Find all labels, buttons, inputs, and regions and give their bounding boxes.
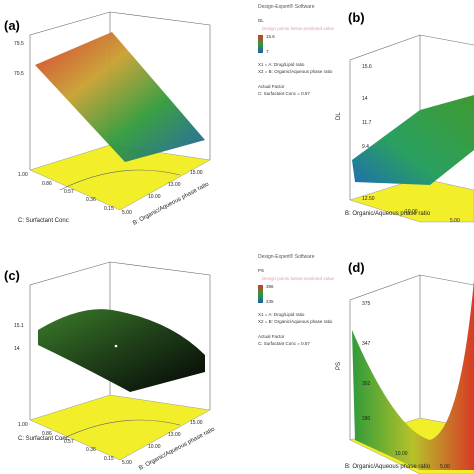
legend-text: 235 (266, 299, 274, 304)
legend-text: X1 = A: Drug/Lipid ratio (258, 312, 305, 317)
y-tick: 10.00 (395, 451, 408, 457)
design-point (114, 344, 118, 348)
z-tick: 14 (362, 96, 368, 102)
panel-label: (c) (4, 268, 20, 283)
y-tick: 10.00 (148, 194, 161, 200)
y-tick: 13.00 (168, 432, 181, 438)
z-axis-label: PS (336, 362, 342, 370)
x-tick: 0.36 (86, 197, 96, 203)
z-tick: 280 (362, 416, 371, 422)
x-tick: 1.00 (18, 422, 28, 428)
contour (59, 169, 181, 191)
surface (35, 32, 205, 162)
y-tick: 10.00 (148, 444, 161, 450)
y-axis-label: B: Organic/Aqueous phase ratio (345, 464, 431, 470)
surface (352, 95, 474, 185)
x-tick: 0.36 (86, 447, 96, 453)
legend-ps: Design-Expert® Software PS Design points… (258, 253, 335, 346)
panel-d: (d) PS 375 347 302 280 10.00 5.00 B: Org… (336, 260, 474, 474)
z-tick: 347 (362, 341, 371, 347)
y-tick: 5.00 (122, 460, 132, 466)
floor (29, 394, 211, 461)
surface (352, 280, 474, 470)
panel-label: (a) (4, 18, 20, 33)
legend-dl: Design-Expert® Software DL Design points… (258, 3, 335, 96)
z-tick: 302 (362, 381, 371, 387)
z-axis-label: DL (336, 112, 342, 120)
legend-text: DL (258, 18, 264, 23)
legend-text: X2 = B: Organic/Aqueous phase ratio (258, 69, 333, 74)
legend-text: 15.6 (266, 34, 275, 39)
legend-text: 7 (266, 49, 269, 54)
panel-a: (a) 79.5 70.5 1.00 0.86 0.57 0.36 0.15 5… (4, 11, 211, 227)
x-tick: 0.86 (42, 431, 52, 437)
legend-text: Design-Expert® Software (258, 3, 315, 10)
box (349, 34, 474, 200)
legend-text: Actual Factor (258, 84, 285, 89)
z-tick: 14 (14, 346, 20, 352)
x-tick: 0.15 (104, 456, 114, 462)
x-tick: 0.57 (64, 439, 74, 445)
y-tick: 5.00 (450, 218, 460, 224)
x-tick: 1.00 (18, 172, 28, 178)
legend-text: Design points below predicted value (262, 26, 335, 31)
z-tick: 79.5 (14, 41, 24, 47)
legend-text: Actual Factor (258, 334, 285, 339)
x-tick: 0.57 (64, 189, 74, 195)
panel-c: (c) 15.1 14 1.00 0.86 0.57 0.36 0.15 5.0… (4, 261, 217, 472)
x-tick: 0.15 (104, 206, 114, 212)
z-tick: 9.4 (362, 144, 369, 150)
box (349, 274, 474, 440)
x-axis-label: C: Surfactant Conc (18, 218, 69, 224)
surface (38, 309, 205, 392)
x-axis-label: C: Surfactant Conc (18, 436, 69, 442)
legend-text: C: Surfactant Conc = 0.57 (258, 341, 310, 346)
panel-label: (d) (348, 260, 365, 275)
legend-text: X2 = B: Organic/Aqueous phase ratio (258, 319, 333, 324)
panel-b: (b) DL 15.6 14 11.7 9.4 12.50 10.00 5.00… (336, 10, 474, 224)
legend-text: X1 = A: Drug/Lipid ratio (258, 62, 305, 67)
panel-label: (b) (348, 10, 365, 25)
contour (59, 419, 181, 441)
y-tick: 13.00 (168, 182, 181, 188)
y-tick: 5.00 (122, 210, 132, 216)
color-bar (258, 285, 263, 303)
y-tick: 5.00 (440, 464, 450, 470)
y-tick: 10.00 (405, 209, 418, 215)
legend-text: C: Surfactant Conc = 0.57 (258, 91, 310, 96)
legend-text: PS (258, 268, 264, 273)
x-tick: 0.86 (42, 181, 52, 187)
color-bar (258, 35, 263, 53)
z-tick: 11.7 (362, 120, 372, 126)
y-tick: 12.50 (362, 196, 375, 202)
z-tick: 70.5 (14, 71, 24, 77)
legend-text: Design points below predicted value (262, 276, 335, 281)
y-tick: 15.00 (190, 170, 203, 176)
legend-text: Design-Expert® Software (258, 253, 315, 260)
legend-text: 396 (266, 284, 274, 289)
z-tick: 375 (362, 301, 371, 307)
y-axis-label: B: Organic/Aqueous phase ratio (345, 211, 431, 217)
z-tick: 15.6 (362, 64, 372, 70)
z-tick: 15.1 (14, 323, 24, 329)
y-tick: 15.00 (190, 420, 203, 426)
